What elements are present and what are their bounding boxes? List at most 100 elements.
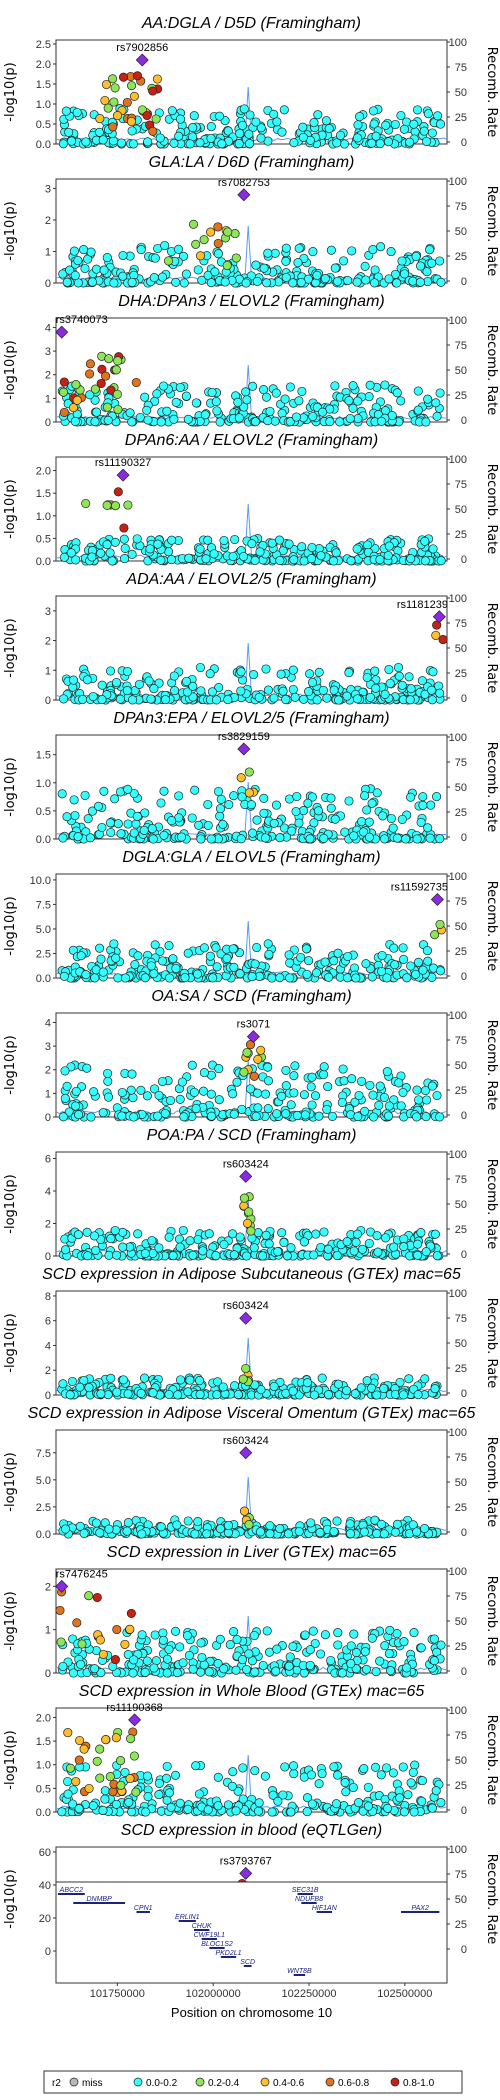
- snp-point: [60, 1093, 70, 1103]
- snp-point: [353, 120, 363, 130]
- snp-point: [154, 678, 164, 688]
- snp-point: [97, 695, 107, 705]
- snp-point: [237, 120, 248, 130]
- snp-point: [102, 253, 112, 263]
- snp-point: [260, 1771, 270, 1781]
- right-tick-label: 100: [449, 1288, 467, 1300]
- snp-point: [119, 534, 129, 544]
- snp-point: [271, 1666, 281, 1676]
- snp-point: [412, 834, 422, 844]
- snp-point: [412, 1085, 422, 1095]
- snp-point: [333, 276, 343, 286]
- gene-label: CPN1: [134, 1905, 153, 1912]
- snp-point: [174, 131, 184, 141]
- snp-point: [331, 548, 341, 558]
- snp-point: [203, 799, 213, 810]
- snp-point: [286, 1243, 296, 1253]
- right-tick-label: 75: [455, 340, 467, 352]
- snp-point: [112, 1250, 122, 1260]
- snp-point: [409, 119, 419, 129]
- snp-point: [86, 247, 96, 257]
- snp-point: [435, 966, 446, 976]
- right-tick-label: 75: [455, 62, 467, 74]
- snp-point: [108, 74, 118, 84]
- y-tick-label: 0.0: [36, 1807, 51, 1819]
- snp-point: [111, 953, 121, 963]
- snp-point: [195, 138, 205, 148]
- snp-point: [120, 1767, 130, 1777]
- snp-point: [413, 957, 424, 967]
- snp-point: [389, 943, 399, 953]
- snp-point: [418, 792, 428, 802]
- lead-snp-marker: [116, 468, 130, 482]
- y-tick-label: 1.5: [36, 79, 51, 91]
- snp-point: [99, 265, 109, 275]
- snp-point: [74, 1755, 84, 1765]
- panel-4: ADA:AA / ELOVL2/5 (Framingham) 0 1 2 3 0 25 50 7…: [3, 571, 499, 707]
- snp-point: [235, 128, 245, 139]
- snp-point: [269, 818, 279, 828]
- y-tick-label: 1.5: [36, 1736, 51, 1748]
- snp-point: [268, 1790, 278, 1800]
- snp-point: [205, 669, 215, 679]
- y-tick-label: 1: [45, 246, 51, 258]
- legend-swatch: [133, 2077, 143, 2087]
- snp-point: [309, 118, 319, 128]
- snp-point: [79, 1375, 89, 1386]
- snp-point: [116, 1756, 126, 1766]
- snp-point: [427, 1803, 437, 1813]
- snp-point: [238, 1374, 248, 1384]
- snp-point: [389, 1095, 399, 1105]
- snp-point: [98, 967, 108, 977]
- snp-point: [252, 942, 262, 953]
- right-tick-label: 0: [461, 137, 467, 149]
- snp-point: [395, 1377, 405, 1387]
- panel-title: OA:SA / SCD (Framingham): [151, 988, 351, 1005]
- snp-point: [417, 676, 427, 686]
- right-tick-label: 75: [455, 618, 467, 630]
- snp-point: [214, 1095, 224, 1105]
- snp-point: [320, 957, 330, 967]
- right-tick-label: 50: [455, 1338, 467, 1350]
- snp-point: [275, 555, 285, 566]
- snp-point: [73, 1230, 83, 1240]
- snp-point: [350, 1389, 360, 1399]
- snp-point: [319, 1069, 329, 1080]
- y-axis-label: -log10(p): [3, 1174, 18, 1233]
- snp-point: [146, 961, 156, 971]
- snp-point: [63, 1728, 73, 1738]
- snp-point: [253, 1806, 264, 1816]
- right-tick-label: 75: [455, 1174, 467, 1186]
- snp-point: [170, 686, 180, 696]
- snp-point: [91, 264, 102, 274]
- snp-point: [77, 1639, 87, 1649]
- snp-point: [406, 961, 416, 971]
- snp-point: [263, 1062, 273, 1072]
- right-tick-label: 100: [449, 871, 467, 883]
- snp-point: [278, 686, 288, 696]
- snp-point: [429, 1634, 439, 1644]
- snp-point: [82, 1063, 92, 1073]
- snp-point: [228, 944, 238, 954]
- snp-point: [197, 1652, 207, 1663]
- snp-point: [152, 389, 162, 399]
- snp-point: [281, 256, 291, 266]
- snp-point: [175, 114, 186, 124]
- snp-point: [306, 1082, 316, 1092]
- snp-point: [251, 260, 261, 270]
- right-tick-label: 0: [461, 1666, 467, 1678]
- snp-point: [57, 789, 67, 799]
- snp-point: [413, 1390, 423, 1400]
- snp-point: [380, 380, 390, 390]
- snp-point: [146, 694, 156, 704]
- snp-point: [412, 1112, 422, 1122]
- snp-point: [246, 1226, 256, 1236]
- snp-point: [435, 919, 445, 929]
- snp-point: [134, 679, 144, 689]
- right-tick-label: 75: [455, 896, 467, 908]
- snp-point: [296, 952, 306, 963]
- snp-point: [420, 1374, 430, 1384]
- snp-point: [216, 794, 226, 804]
- snp-point: [102, 540, 112, 550]
- snp-point: [219, 535, 229, 546]
